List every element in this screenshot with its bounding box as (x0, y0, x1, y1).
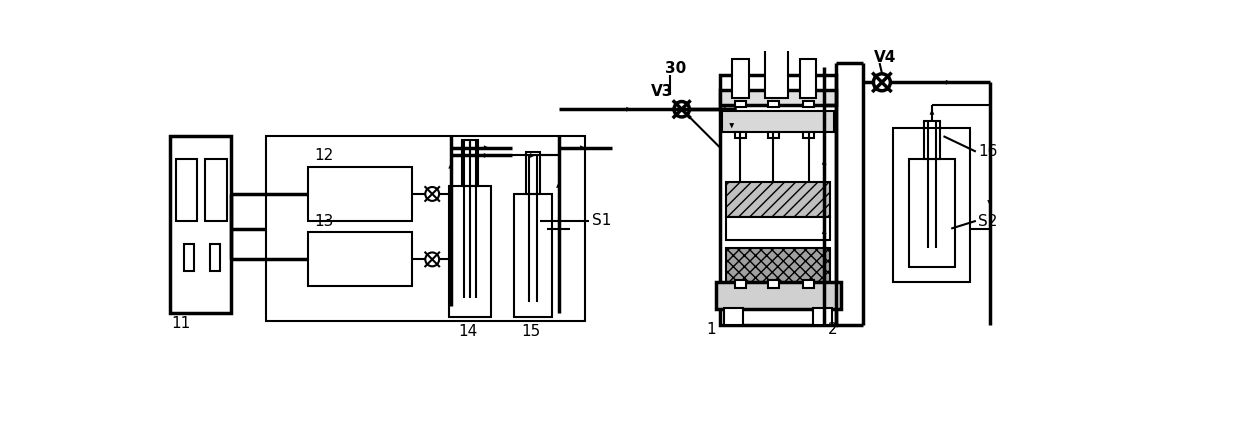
Bar (210, 244, 221, 271)
Bar (800, 60, 816, 98)
Polygon shape (729, 124, 734, 129)
Text: V4: V4 (874, 49, 897, 64)
Text: 13: 13 (315, 213, 334, 228)
Bar (309, 233, 412, 287)
Bar (804, 280, 815, 288)
Text: 11: 11 (171, 316, 191, 330)
Polygon shape (626, 108, 631, 112)
Bar (909, 160, 955, 267)
Bar (176, 160, 197, 221)
Text: V3: V3 (651, 84, 673, 99)
Polygon shape (449, 164, 453, 169)
Bar (735, 101, 745, 108)
Bar (309, 168, 412, 221)
Polygon shape (529, 154, 536, 159)
Text: 12: 12 (315, 148, 334, 163)
Bar (526, 152, 541, 194)
Text: 2: 2 (828, 321, 838, 336)
Text: 16: 16 (978, 144, 997, 159)
Bar (205, 160, 227, 221)
Bar (720, 75, 836, 325)
Polygon shape (946, 81, 951, 86)
Bar (804, 132, 815, 138)
Text: S2: S2 (978, 213, 997, 228)
Text: S1: S1 (591, 212, 611, 227)
Bar (265, 137, 585, 321)
Bar (812, 308, 832, 325)
Text: 14: 14 (459, 323, 477, 338)
Bar (804, 101, 815, 108)
Bar (727, 218, 831, 240)
Bar (768, 101, 779, 108)
Bar (735, 132, 745, 138)
Bar (720, 91, 836, 106)
Polygon shape (930, 110, 935, 115)
Polygon shape (720, 108, 725, 112)
Bar (732, 60, 749, 98)
Bar (727, 248, 831, 283)
Polygon shape (556, 183, 560, 188)
Text: 1: 1 (707, 321, 715, 336)
Bar (765, 45, 787, 98)
Bar (722, 111, 835, 133)
Text: 30: 30 (665, 61, 686, 76)
Bar (170, 137, 231, 313)
Bar (724, 308, 743, 325)
Bar (924, 122, 940, 160)
Polygon shape (822, 160, 827, 165)
Bar (768, 280, 779, 288)
Polygon shape (484, 154, 490, 159)
Polygon shape (449, 233, 453, 238)
Bar (463, 141, 477, 187)
Bar (735, 280, 745, 288)
Bar (894, 129, 971, 283)
Bar (449, 187, 491, 317)
Bar (513, 194, 552, 317)
Bar (184, 244, 195, 271)
Text: 15: 15 (522, 323, 541, 338)
Bar (717, 283, 841, 310)
Polygon shape (484, 146, 490, 151)
Polygon shape (987, 201, 992, 206)
Bar (727, 183, 831, 218)
Bar (768, 132, 779, 138)
Polygon shape (822, 229, 827, 234)
Polygon shape (580, 146, 585, 151)
